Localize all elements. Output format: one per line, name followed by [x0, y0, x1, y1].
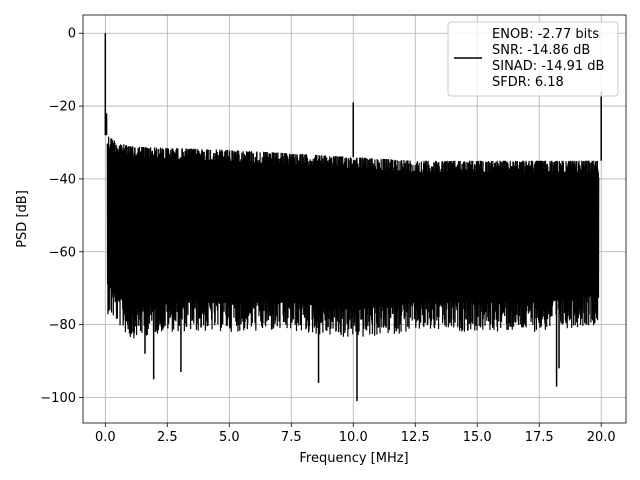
legend-entry-sinad: SINAD: -14.91 dB — [492, 59, 604, 74]
y-tick-label: 0 — [68, 27, 76, 42]
legend: ENOB: -2.77 bits SNR: -14.86 dB SINAD: -… — [447, 21, 619, 97]
x-axis: 0.0 2.5 5.0 7.5 10.0 12.5 15.0 17.5 20.0 — [95, 423, 616, 445]
psd-noise-band — [107, 146, 599, 311]
x-tick-label: 7.5 — [281, 430, 302, 445]
x-tick-label: 20.0 — [587, 430, 616, 445]
y-tick-label: −20 — [49, 100, 76, 115]
x-tick-label: 12.5 — [401, 430, 430, 445]
legend-box — [447, 21, 619, 97]
plot-frame — [82, 14, 627, 424]
y-tick-label: −100 — [40, 391, 76, 406]
plot-area — [104, 33, 602, 402]
y-axis-label: PSD [dB] — [15, 190, 30, 248]
psd-trace — [104, 33, 602, 402]
legend-entry-snr: SNR: -14.86 dB — [492, 43, 590, 58]
x-tick-label: 2.5 — [157, 430, 178, 445]
x-tick-label: 10.0 — [339, 430, 368, 445]
legend-entry-enob: ENOB: -2.77 bits — [492, 27, 599, 42]
legend-entry-sfdr: SFDR: 6.18 — [492, 75, 564, 90]
x-tick-label: 15.0 — [463, 430, 492, 445]
y-axis: 0 −20 −40 −60 −80 −100 — [40, 27, 83, 406]
y-tick-label: −80 — [49, 318, 76, 333]
x-tick-label: 5.0 — [219, 430, 240, 445]
x-tick-label: 17.5 — [525, 430, 554, 445]
x-axis-label: Frequency [MHz] — [299, 451, 408, 466]
x-tick-label: 0.0 — [95, 430, 116, 445]
y-tick-label: −40 — [49, 172, 76, 187]
y-tick-label: −60 — [49, 245, 76, 260]
